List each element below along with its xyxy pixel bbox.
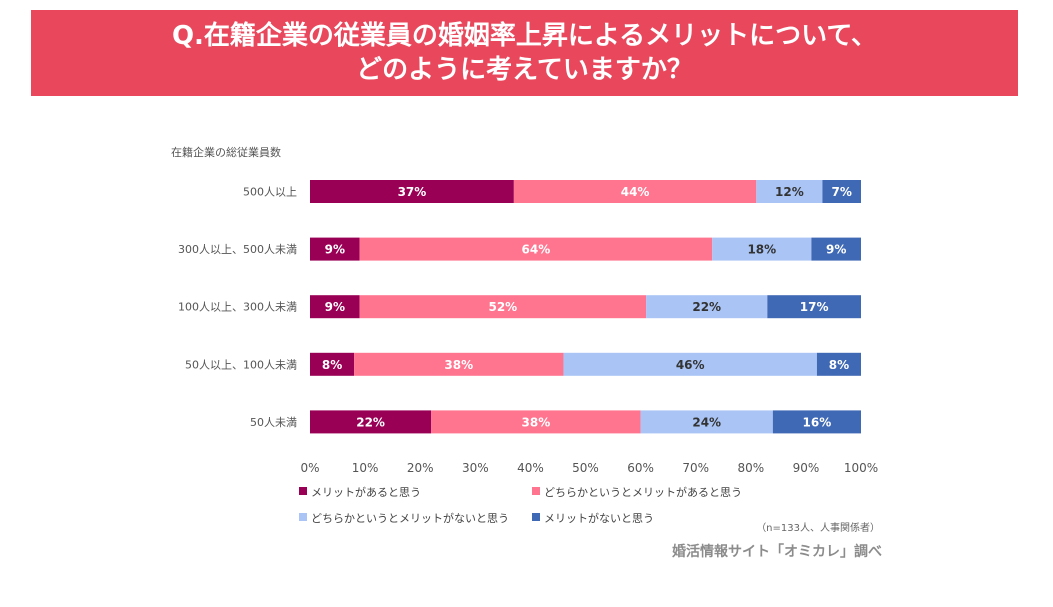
data-label: 46% xyxy=(676,358,705,372)
category-label: 500人以上 xyxy=(243,186,297,199)
x-tick-label: 10% xyxy=(352,461,379,475)
bar-segment xyxy=(354,352,564,376)
data-label: 7% xyxy=(832,185,852,199)
x-tick-label: 40% xyxy=(517,461,544,475)
data-label: 38% xyxy=(444,358,473,372)
data-label: 12% xyxy=(775,185,804,199)
bar-segment xyxy=(772,410,861,434)
bar-segment xyxy=(310,352,355,376)
data-label: 64% xyxy=(522,243,551,257)
category-label: 300人以上、500人未満 xyxy=(178,243,297,256)
data-label: 22% xyxy=(356,415,385,429)
title-line-1: Q.在籍企業の従業員の婚姻率上昇によるメリットについて、 xyxy=(171,21,878,51)
legend-label: メリットがあると思う xyxy=(311,485,421,499)
source-credit: 婚活情報サイト「オミカレ」調べ xyxy=(672,544,882,560)
bar-segment xyxy=(310,237,360,261)
data-label: 9% xyxy=(325,243,345,257)
category-label: 50人未満 xyxy=(250,416,297,429)
data-label: 22% xyxy=(692,300,721,314)
x-tick-label: 90% xyxy=(793,461,820,475)
bar-segment xyxy=(811,237,861,261)
bar-segment xyxy=(712,237,812,261)
data-label: 44% xyxy=(621,185,650,199)
data-label: 52% xyxy=(488,300,517,314)
title-line-2: どのように考えていますか？ xyxy=(356,55,693,85)
bar-segment xyxy=(310,295,360,319)
legend-swatch xyxy=(532,513,540,521)
category-axis-title: 在籍企業の総従業員数 xyxy=(171,145,281,159)
bar-segment xyxy=(640,410,773,434)
legend-label: どちらかというとメリットがあると思う xyxy=(544,485,742,499)
bar-segment xyxy=(756,180,823,203)
legend-label: メリットがないと思う xyxy=(544,511,654,525)
data-label: 24% xyxy=(692,415,721,429)
data-label: 18% xyxy=(747,243,776,257)
bar-segment xyxy=(359,237,713,261)
x-tick-label: 30% xyxy=(462,461,489,475)
title-banner: Q.在籍企業の従業員の婚姻率上昇によるメリットについて、 どのように考えています… xyxy=(31,10,1018,96)
legend-label: どちらかというとメリットがないと思う xyxy=(311,511,509,525)
data-label: 9% xyxy=(325,300,345,314)
bar-segment xyxy=(431,410,641,434)
data-label: 37% xyxy=(398,185,427,199)
data-label: 16% xyxy=(803,415,832,429)
x-tick-label: 80% xyxy=(737,461,764,475)
bar-segment xyxy=(310,180,514,203)
data-label: 38% xyxy=(522,415,551,429)
x-tick-label: 0% xyxy=(300,461,319,475)
category-label: 50人以上、100人未満 xyxy=(185,358,297,371)
x-tick-label: 100% xyxy=(844,461,878,475)
bar-segment xyxy=(513,180,757,203)
bar-segment xyxy=(816,352,861,376)
x-tick-label: 20% xyxy=(407,461,434,475)
bar-segment xyxy=(822,180,861,203)
bar-segment xyxy=(767,295,861,319)
bar-segment xyxy=(359,295,647,319)
sample-note: （n=133人、人事関係者） xyxy=(756,521,880,534)
data-label: 8% xyxy=(829,358,849,372)
x-tick-label: 50% xyxy=(572,461,599,475)
bar-segment xyxy=(563,352,817,376)
legend-swatch xyxy=(299,513,307,521)
x-tick-label: 60% xyxy=(627,461,654,475)
legend-swatch xyxy=(532,487,540,495)
data-label: 17% xyxy=(800,300,829,314)
category-label: 100人以上、300人未満 xyxy=(178,301,297,314)
x-tick-label: 70% xyxy=(682,461,709,475)
bar-segment xyxy=(646,295,768,319)
data-label: 8% xyxy=(322,358,342,372)
data-label: 9% xyxy=(826,243,846,257)
legend-swatch xyxy=(299,487,307,495)
bar-segment xyxy=(310,410,432,434)
